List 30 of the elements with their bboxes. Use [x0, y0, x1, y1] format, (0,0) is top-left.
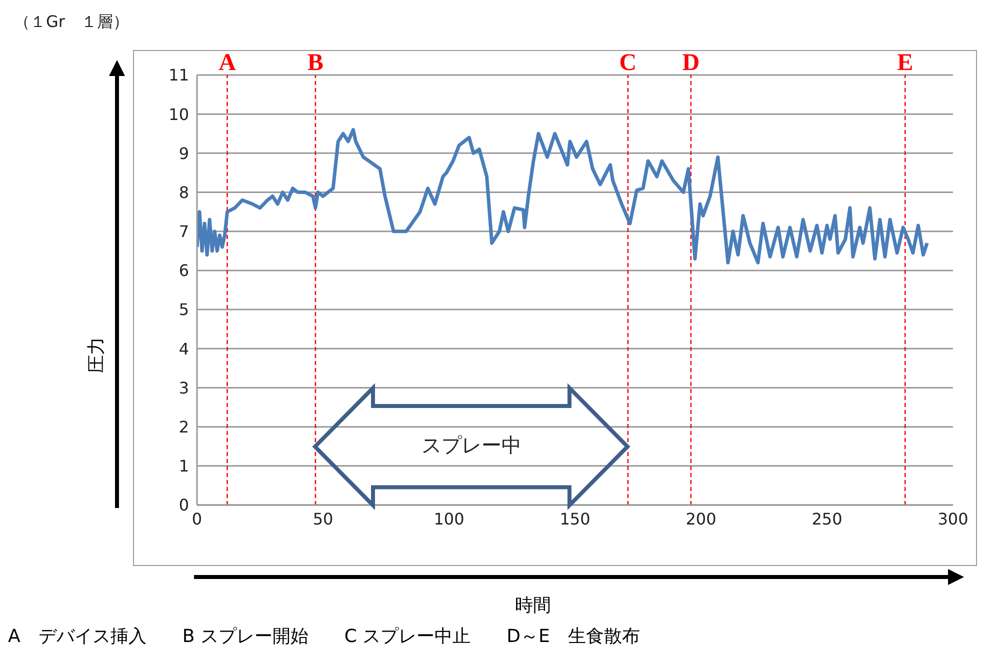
x-tick-label: 200 — [686, 509, 716, 528]
x-tick-label: 150 — [560, 509, 590, 528]
y-tick-label: 6 — [178, 261, 189, 280]
annotation: スプレー中 — [420, 432, 523, 460]
chart-title: （１Gr １層） — [14, 12, 129, 33]
ref-line-label: C — [619, 50, 637, 76]
ref-line-label: A — [218, 50, 237, 76]
x-tick-label: 0 — [192, 509, 202, 528]
y-tick-label: 3 — [178, 378, 189, 398]
y-tick-label: 9 — [178, 144, 189, 163]
y-tick-label: 1 — [178, 456, 189, 476]
y-tick-label: 7 — [178, 222, 189, 242]
ref-line-label: B — [307, 50, 324, 76]
x-tick-label: 100 — [434, 509, 464, 528]
text: A デバイス挿入 B スプレー開始 C スプレー中止 D～E 生食散布 — [8, 625, 640, 648]
x-tick-label: 50 — [312, 509, 334, 528]
x-tick-label: 300 — [938, 509, 968, 528]
y-tick-label: 10 — [168, 104, 189, 124]
y-tick-label: 0 — [178, 496, 189, 515]
y-axis-title: 圧力 — [85, 336, 108, 375]
ref-line-label: D — [682, 50, 700, 76]
y-tick-label: 8 — [178, 182, 189, 202]
y-tick-label: 11 — [168, 66, 189, 85]
line-series — [197, 128, 929, 264]
ref-line-label: E — [897, 50, 914, 76]
y-tick-label: 4 — [178, 339, 189, 358]
y-tick-label: 5 — [178, 300, 189, 320]
x-axis-title: 時間 — [514, 594, 552, 617]
y-tick-label: 2 — [178, 418, 189, 436]
x-tick-label: 250 — [812, 509, 842, 528]
